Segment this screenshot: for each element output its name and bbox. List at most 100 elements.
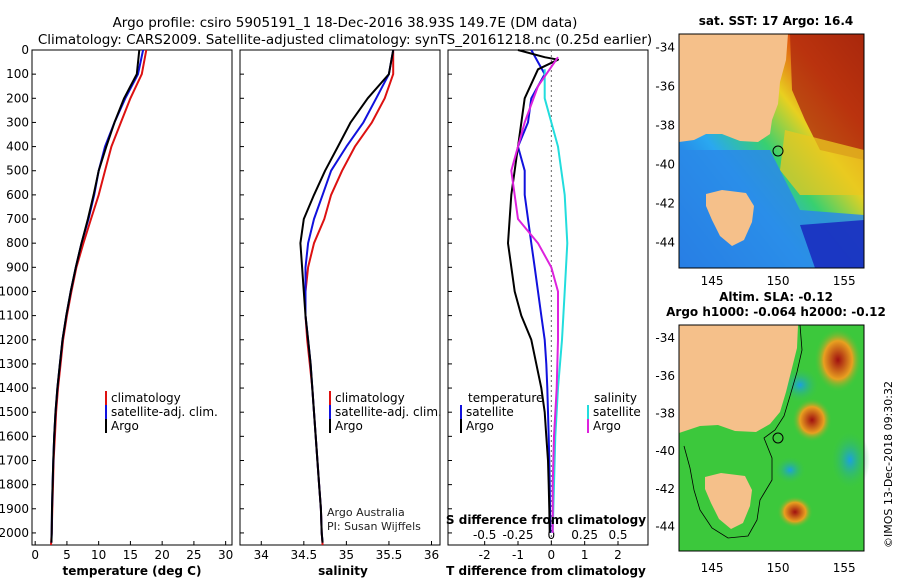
legend-label-satellite-adj: satellite-adj. clim.	[335, 405, 442, 419]
series-line-argo	[299, 49, 395, 543]
x-tick-label: 20	[155, 548, 170, 562]
legend-title-temperature: temperature	[468, 391, 543, 405]
x-tick-label: 0	[548, 548, 556, 562]
depth-tick-label: 1400	[0, 381, 29, 395]
longitude-tick-label: 155	[833, 561, 856, 575]
x-tick-label: 34.5	[290, 548, 317, 562]
depth-tick-label: 1100	[0, 309, 29, 323]
longitude-tick-label: 150	[767, 561, 790, 575]
depth-tick-label: 1500	[0, 405, 29, 419]
series-line-satellite-temperature	[517, 49, 552, 533]
legend-label-climatology: climatology	[335, 391, 405, 405]
sla-anomaly-high	[792, 398, 832, 442]
s-difference-tick-label: 0.25	[571, 528, 598, 542]
sst-mid-patch	[780, 130, 864, 195]
depth-tick-label: 0	[21, 43, 29, 57]
x-tick-label: -2	[479, 548, 491, 562]
x-tick-label: 30	[218, 548, 233, 562]
latitude-tick-label: -38	[655, 119, 675, 133]
latitude-tick-label: -36	[655, 369, 675, 383]
legend-label-satellite-adj: satellite-adj. clim.	[111, 405, 218, 419]
depth-tick-label: 1300	[0, 357, 29, 371]
depth-tick-label: 1700	[0, 453, 29, 467]
series-line-argo-salinity	[510, 56, 559, 533]
depth-tick-label: 1600	[0, 429, 29, 443]
figure-title-line1: Argo profile: csiro 5905191_1 18-Dec-201…	[113, 15, 578, 31]
difference-panel-frame	[447, 49, 649, 546]
imos-timestamp: ©IMOS 13-Dec-2018 09:30:32	[882, 381, 895, 548]
depth-tick-label: 800	[6, 236, 29, 250]
longitude-tick-label: 145	[701, 561, 724, 575]
x-tick-label: 1	[581, 548, 589, 562]
sst-map-title: sat. SST: 17 Argo: 16.4	[699, 14, 853, 28]
x-tick-label: 35.5	[376, 548, 403, 562]
depth-tick-label: 1900	[0, 502, 29, 516]
credit-line2: PI: Susan Wijffels	[327, 520, 421, 533]
profile-lines	[50, 49, 569, 546]
depth-tick-label: 2000	[0, 526, 29, 540]
float-position-marker	[772, 145, 784, 157]
depth-tick-label: 500	[6, 164, 29, 178]
depth-tick-label: 1200	[0, 333, 29, 347]
longitude-tick-label: 150	[767, 274, 790, 288]
latitude-tick-label: -42	[655, 482, 675, 496]
sla-anomaly-high	[814, 328, 862, 392]
s-difference-tick-label: 0.5	[608, 528, 627, 542]
depth-tick-label: 200	[6, 91, 29, 105]
sla-map-title-line1: Altim. SLA: -0.12	[719, 290, 833, 304]
depth-tick-label: 600	[6, 188, 29, 202]
x-tick-label: 36	[424, 548, 439, 562]
s-difference-tick-label: 0	[548, 528, 556, 542]
depth-tick-label: 300	[6, 115, 29, 129]
latitude-tick-label: -36	[655, 80, 675, 94]
legend-label-argo: Argo	[335, 419, 363, 433]
series-line-argo	[50, 49, 141, 543]
s-difference-tick-label: -0.25	[502, 528, 533, 542]
sla-anomaly-low	[774, 456, 806, 484]
x-tick-label: 35	[339, 548, 354, 562]
latitude-tick-label: -34	[655, 331, 675, 345]
series-line-argo-temperature	[507, 49, 559, 533]
float-position-marker	[772, 432, 784, 444]
depth-tick-label: 1000	[0, 284, 29, 298]
depth-contour	[683, 324, 803, 539]
depth-tick-label: 1800	[0, 478, 29, 492]
sla-anomaly-high	[777, 496, 813, 528]
sla-map-frame	[678, 324, 865, 552]
x-tick-label: 2	[614, 548, 622, 562]
tasmania	[706, 190, 754, 246]
sst-cold-patch	[800, 220, 864, 268]
depth-tick-label: 400	[6, 140, 29, 154]
latitude-tick-label: -42	[655, 197, 675, 211]
map-ticks: -34 -36 -38 -40 -42 -44 145 150 155 -34 -36 -38 -40 -…	[655, 41, 855, 575]
sst-map	[678, 33, 865, 269]
x-tick-label: 0	[31, 548, 39, 562]
s-difference-tick-label: -0.5	[473, 528, 496, 542]
legend-label-argo: Argo	[111, 419, 139, 433]
series-line-satellite-adj-clim-	[50, 49, 145, 543]
latitude-tick-label: -44	[655, 236, 675, 250]
credit-line1: Argo Australia	[327, 506, 405, 519]
t-difference-axis-label: T difference from climatology	[446, 564, 646, 578]
depth-tick-label: 700	[6, 212, 29, 226]
series-line-climatology	[50, 49, 148, 546]
s-difference-axis-label: S difference from climatology	[446, 513, 646, 527]
x-tick-label: 15	[123, 548, 138, 562]
x-ticks: 0 5 10 15 20 25 30 34 34.5 35 35.5 36 -2 -1 0 1 2 -0.5 -0.…	[31, 528, 627, 562]
sla-anomaly-low	[830, 430, 870, 490]
latitude-tick-label: -40	[655, 158, 675, 172]
sst-warm-patch	[790, 34, 864, 160]
salinity-axis-label: salinity	[318, 564, 368, 578]
sla-map	[678, 324, 870, 552]
legend-label-climatology: climatology	[111, 391, 181, 405]
salinity-legend: climatology satellite-adj. clim. Argo	[329, 391, 442, 433]
legend-label-temp-satellite: satellite	[466, 405, 514, 419]
figure-title-line2: Climatology: CARS2009. Satellite-adjuste…	[38, 32, 652, 48]
mainland-australia	[679, 34, 788, 142]
legend-label-temp-argo: Argo	[466, 419, 494, 433]
legend-title-salinity: salinity	[594, 391, 637, 405]
legend-label-sal-satellite: satellite	[593, 405, 641, 419]
depth-tick-label: 100	[6, 67, 29, 81]
tasmania	[705, 473, 752, 529]
